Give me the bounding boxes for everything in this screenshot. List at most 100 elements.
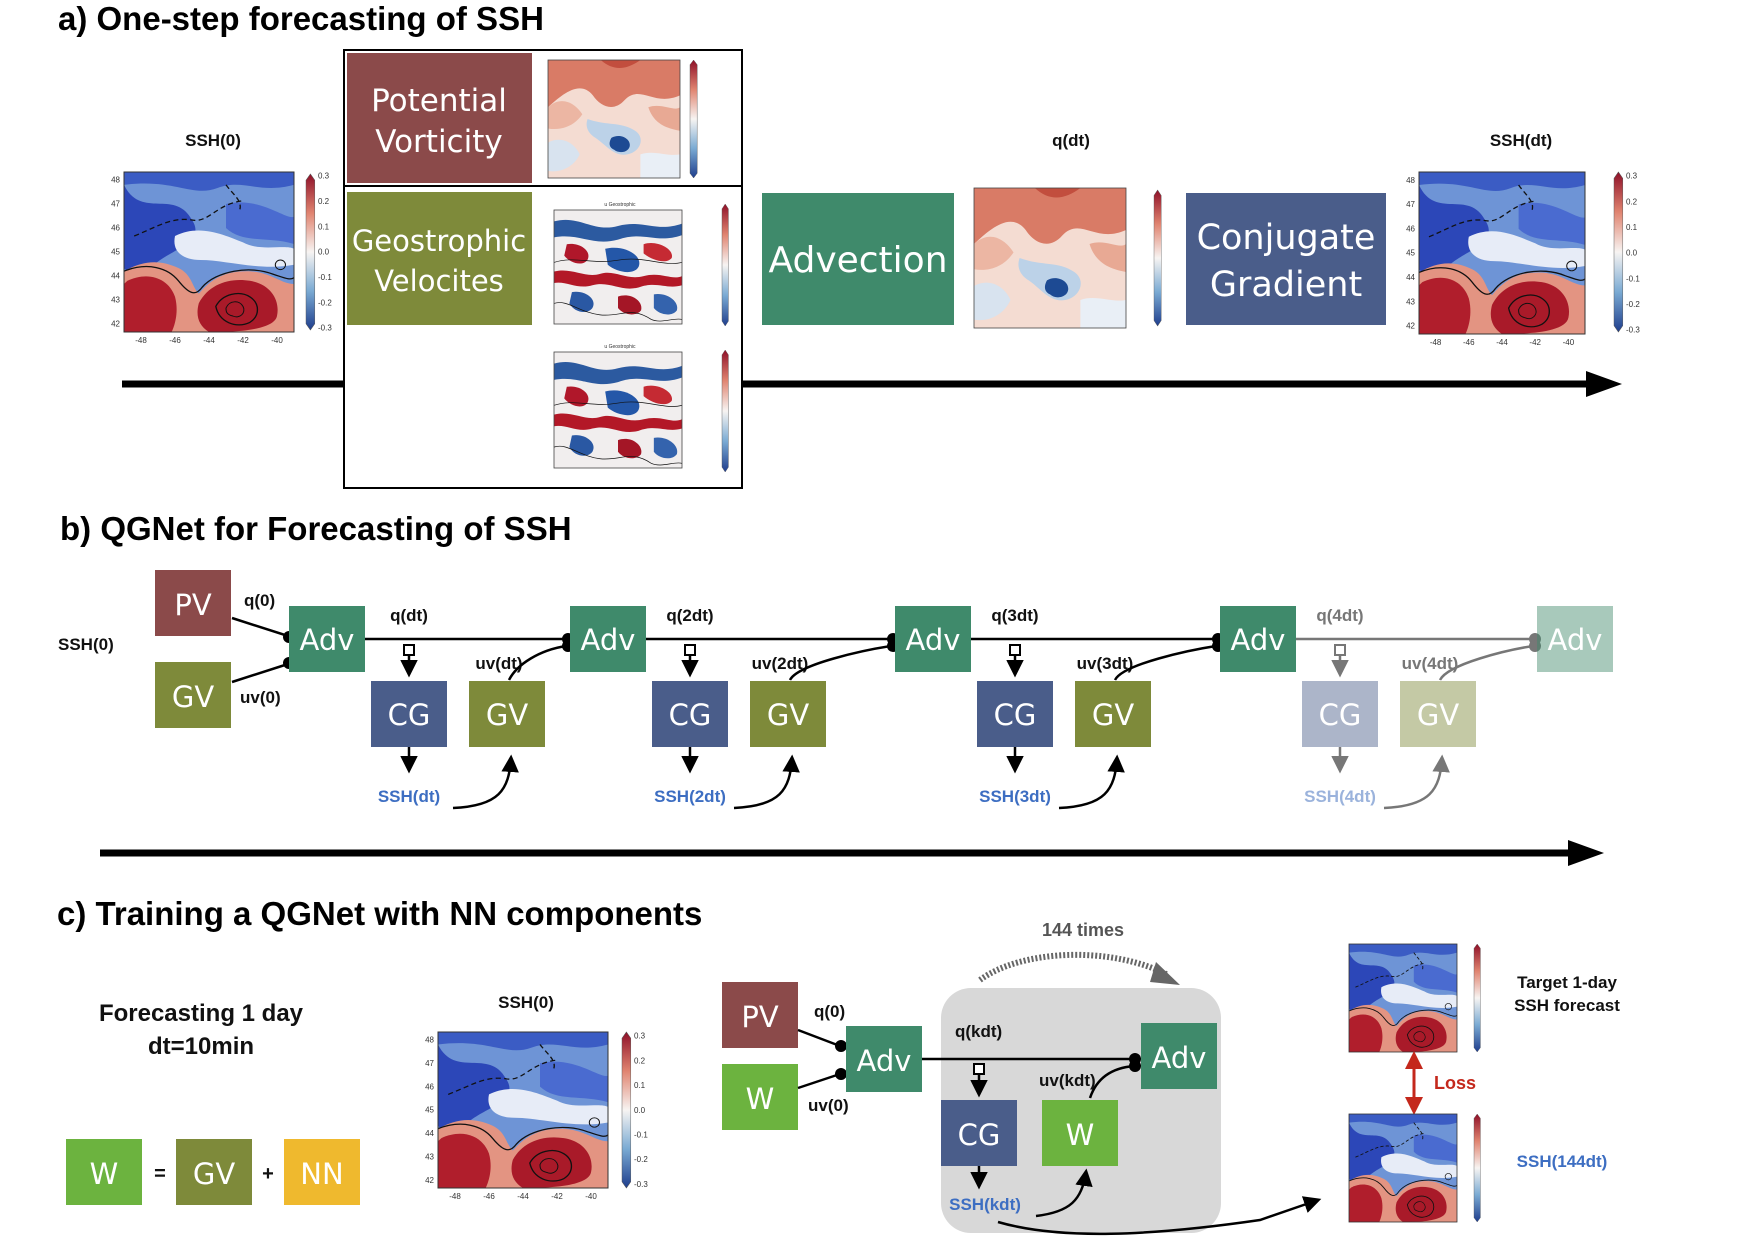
c-pv-block: [722, 982, 798, 1048]
colorbar-tick: -0.2: [1626, 300, 1640, 309]
sshdt-label: SSH(dt): [1490, 131, 1552, 150]
ssh0-x-ticks: -48 -46 -44 -42 -40: [135, 336, 283, 345]
map-x-tick: -40: [585, 1192, 597, 1201]
panel-c-title: c) Training a QGNet with NN components: [57, 895, 702, 932]
ssh0-y-ticks: 48 47 46 45 44 43 42: [111, 176, 120, 329]
svg-text:Adv: Adv: [300, 623, 355, 657]
u-geostrophic-map: u Geostrophic: [553, 202, 729, 327]
b-q-label: q(dt): [390, 606, 428, 625]
map-x-tick: -44: [1496, 338, 1508, 347]
svg-text:Adv: Adv: [1548, 623, 1603, 657]
potential-vorticity-line2: Vorticity: [375, 124, 502, 160]
iterations-label: 144 times: [1042, 920, 1124, 940]
panel-a-title: a) One-step forecasting of SSH: [58, 0, 544, 37]
colorbar-tick: -0.1: [318, 273, 332, 282]
b-adv-block-2: Adv: [895, 606, 971, 672]
advection-block: [762, 193, 954, 325]
colorbar-tick: 0.2: [634, 1056, 646, 1065]
map-y-tick: 45: [111, 248, 120, 257]
geostrophic-velocities-block: [347, 192, 532, 325]
map-x-tick: -46: [169, 336, 181, 345]
predicted-map: [1348, 1113, 1481, 1223]
b-uv-label: uv(3dt): [1077, 654, 1134, 673]
potential-vorticity-block: [347, 53, 532, 183]
colorbar-tick: 0.2: [318, 197, 330, 206]
colorbar-tick: -0.1: [1626, 274, 1640, 283]
map-y-tick: 42: [111, 320, 120, 329]
svg-text:PV: PV: [174, 588, 211, 622]
v-geostrophic-map: u Geostrophic: [553, 344, 729, 473]
c-adv-block-1: [846, 1026, 922, 1092]
map-x-tick: -48: [135, 336, 147, 345]
b-pv-block: [155, 570, 231, 636]
conjugate-gradient-block: [1186, 193, 1386, 325]
c-qkdt-label: q(kdt): [955, 1022, 1002, 1041]
panel-b-arrowhead: [1568, 840, 1604, 866]
colorbar-tick: 0.3: [318, 172, 330, 181]
b-gv-block-2: GV: [750, 681, 826, 747]
c-ssh0-map: [437, 1031, 632, 1189]
map-y-tick: 46: [425, 1082, 434, 1091]
b-gv-block: [155, 662, 231, 728]
b-q-label: q(4dt): [1316, 606, 1363, 625]
svg-text:GV: GV: [172, 680, 214, 714]
c-w-block: [66, 1139, 142, 1205]
colorbar-tick: 0.0: [318, 248, 330, 257]
c-ssh0-y-ticks: 48 47 46 45 44 43 42: [425, 1035, 434, 1184]
b-adv-block-0: Adv: [289, 606, 365, 672]
b-uv-label: uv(4dt): [1402, 654, 1459, 673]
c-cg-block: [941, 1100, 1017, 1166]
forecast-line1: Forecasting 1 day: [99, 1000, 304, 1027]
target-map: [1348, 943, 1481, 1053]
map-y-tick: 47: [111, 200, 120, 209]
b-ssh-label: SSH(3dt): [979, 787, 1051, 806]
b-gv-block-3: GV: [1075, 681, 1151, 747]
c-q0-label: q(0): [814, 1002, 845, 1021]
map-y-tick: 45: [1406, 249, 1415, 258]
svg-text:GV: GV: [767, 698, 809, 732]
svg-text:Adv: Adv: [1152, 1041, 1207, 1075]
map-y-tick: 48: [111, 176, 120, 185]
conjugate-gradient-line1: Conjugate: [1197, 218, 1376, 258]
b-step-3: q(3dt) uv(3dt) SSH(3dt): [971, 606, 1224, 810]
target-line1: Target 1-day: [1517, 973, 1617, 992]
colorbar-tick: -0.1: [634, 1130, 648, 1139]
map-x-tick: -44: [517, 1192, 529, 1201]
geostrophic-line1: Geostrophic: [352, 224, 526, 258]
map-y-tick: 42: [425, 1176, 434, 1185]
forecast-line2: dt=10min: [148, 1033, 254, 1060]
map-y-tick: 46: [1406, 224, 1415, 233]
svg-text:Adv: Adv: [581, 623, 636, 657]
svg-text:Adv: Adv: [857, 1044, 912, 1078]
b-q-label: q(2dt): [666, 606, 713, 625]
sshdt-colorbar-ticks: 0.3 0.2 0.1 0.0 -0.1 -0.2 -0.3: [1626, 172, 1640, 335]
output-arrow: [997, 1196, 1322, 1236]
map-y-tick: 46: [111, 224, 120, 233]
map-x-tick: -42: [237, 336, 249, 345]
b-ssh-label: SSH(2dt): [654, 787, 726, 806]
potential-vorticity-line1: Potential: [371, 83, 507, 119]
sshdt-x-ticks: -48 -46 -44 -42 -40: [1430, 338, 1575, 347]
b-adv-block-1: Adv: [570, 606, 646, 672]
ssh0-label: SSH(0): [185, 131, 241, 150]
c-ssh0-x-ticks: -48 -46 -44 -42 -40: [449, 1192, 597, 1201]
advection-label: Advection: [768, 240, 947, 281]
map-y-tick: 43: [425, 1152, 434, 1161]
qdt-label: q(dt): [1052, 131, 1090, 150]
c-gv-block: [176, 1139, 252, 1205]
colorbar-tick: 0.2: [1626, 197, 1638, 206]
ssh0-map: [123, 171, 316, 333]
map-x-tick: -48: [449, 1192, 461, 1201]
svg-text:GV: GV: [1417, 698, 1459, 732]
c-sshkdt-label: SSH(kdt): [949, 1195, 1021, 1214]
b-cg-block-1: CG: [371, 681, 447, 747]
map-y-tick: 45: [425, 1106, 434, 1115]
map-y-tick: 47: [425, 1059, 434, 1068]
b-adv-block-4: Adv: [1537, 606, 1613, 672]
b-ssh0-label: SSH(0): [58, 635, 114, 654]
map-x-tick: -42: [551, 1192, 563, 1201]
loss-label: Loss: [1434, 1073, 1476, 1093]
map-y-tick: 44: [425, 1129, 434, 1138]
plus-sign: +: [262, 1163, 274, 1185]
colorbar-tick: 0.3: [1626, 172, 1638, 181]
